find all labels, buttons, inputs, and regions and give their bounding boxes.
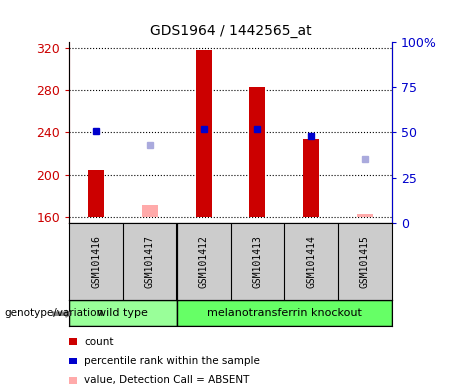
Text: GSM101417: GSM101417 <box>145 235 155 288</box>
Text: wild type: wild type <box>97 308 148 318</box>
Text: GSM101412: GSM101412 <box>199 235 209 288</box>
Bar <box>88 170 104 217</box>
Text: GSM101413: GSM101413 <box>252 235 262 288</box>
Bar <box>357 214 373 217</box>
FancyBboxPatch shape <box>69 300 177 326</box>
Text: GSM101415: GSM101415 <box>360 235 370 288</box>
Bar <box>249 87 266 217</box>
Text: percentile rank within the sample: percentile rank within the sample <box>84 356 260 366</box>
FancyBboxPatch shape <box>177 300 392 326</box>
Text: GSM101416: GSM101416 <box>91 235 101 288</box>
Text: count: count <box>84 337 114 347</box>
Bar <box>142 205 158 217</box>
Bar <box>195 50 212 217</box>
Text: value, Detection Call = ABSENT: value, Detection Call = ABSENT <box>84 375 250 384</box>
Text: genotype/variation: genotype/variation <box>5 308 104 318</box>
Bar <box>303 139 319 217</box>
Title: GDS1964 / 1442565_at: GDS1964 / 1442565_at <box>150 25 311 38</box>
Text: GSM101414: GSM101414 <box>306 235 316 288</box>
Text: melanotransferrin knockout: melanotransferrin knockout <box>207 308 362 318</box>
